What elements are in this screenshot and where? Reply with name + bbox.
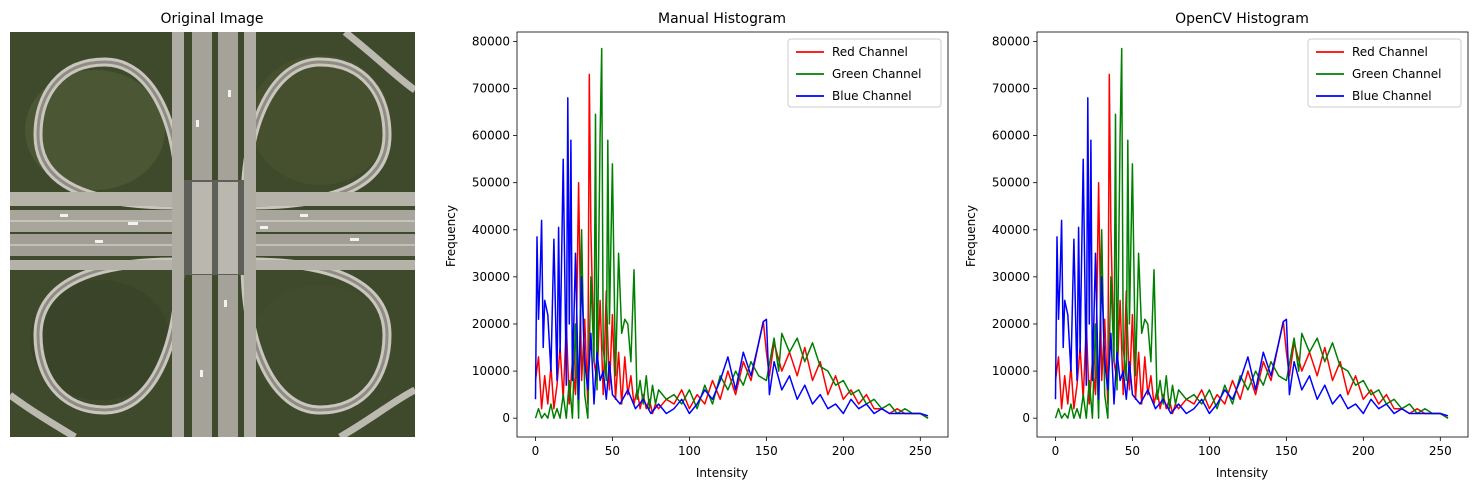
vegetation-patch — [25, 70, 165, 190]
opencv-x-tick-label: 50 — [1125, 444, 1140, 458]
manual-series-blue-channel — [534, 97, 929, 417]
manual-legend-box — [787, 38, 942, 108]
manual-legend-label: Blue Channel — [832, 89, 912, 103]
opencv-y-tick-label: 70000 — [992, 82, 1030, 96]
highway-frontage-east — [244, 32, 256, 437]
opencv-legend-box — [1307, 38, 1462, 108]
opencv-histogram-title: OpenCV Histogram — [1175, 11, 1309, 27]
opencv-x-tick-label: 250 — [1429, 444, 1452, 458]
opencv-legend-label: Green Channel — [1352, 67, 1441, 81]
highway-frontage-west — [172, 32, 184, 437]
manual-y-tick-label: 80000 — [472, 34, 510, 48]
opencv-histogram-ylabel: Frequency — [964, 205, 978, 267]
vegetation-patch — [250, 55, 390, 185]
manual-y-tick-label: 30000 — [472, 270, 510, 284]
manual-histogram-title: Manual Histogram — [658, 11, 786, 27]
manual-y-tick-label: 40000 — [472, 223, 510, 237]
manual-histogram-panel: Manual Histogram Intensity Frequency 0 50… — [444, 11, 949, 480]
opencv-legend-label: Blue Channel — [1352, 89, 1432, 103]
opencv-histogram-xlabel: Intensity — [1216, 466, 1268, 480]
opencv-series-red-channel — [1054, 73, 1449, 419]
manual-y-tick-label: 70000 — [472, 82, 510, 96]
opencv-x-tick-label: 200 — [1352, 444, 1375, 458]
manual-x-tick-label: 0 — [532, 444, 540, 458]
vehicles — [60, 90, 359, 377]
manual-histogram-xlabel: Intensity — [696, 466, 748, 480]
opencv-y-tick-label: 0 — [1022, 411, 1030, 425]
opencv-legend: Red Channel Green Channel Blue Channel — [1307, 38, 1462, 108]
manual-y-tick-label: 10000 — [472, 364, 510, 378]
manual-legend: Red Channel Green Channel Blue Channel — [787, 38, 942, 108]
opencv-y-tick-label: 30000 — [992, 270, 1030, 284]
original-image — [10, 32, 415, 437]
opencv-histogram-panel: OpenCV Histogram Intensity Frequency 0 50… — [964, 11, 1469, 480]
outer-ramps — [10, 32, 415, 437]
manual-y-tick-label: 60000 — [472, 129, 510, 143]
manual-x-tick-label: 50 — [605, 444, 620, 458]
manual-x-tick-label: 100 — [678, 444, 701, 458]
loop-ramp-centerlines — [36, 60, 389, 412]
image-panel-title: Original Image — [160, 11, 263, 27]
manual-y-tick-label: 50000 — [472, 176, 510, 190]
image-panel: Original Image — [10, 11, 415, 437]
opencv-legend-label: Red Channel — [1352, 45, 1428, 59]
opencv-y-tick-label: 40000 — [992, 223, 1030, 237]
opencv-y-tick-label: 10000 — [992, 364, 1030, 378]
manual-x-tick-label: 200 — [832, 444, 855, 458]
manual-y-tick-label: 0 — [502, 411, 510, 425]
manual-y-tick-label: 20000 — [472, 317, 510, 331]
opencv-x-tick-label: 100 — [1198, 444, 1221, 458]
opencv-y-tick-label: 50000 — [992, 176, 1030, 190]
manual-legend-label: Red Channel — [832, 45, 908, 59]
opencv-y-tick-label: 80000 — [992, 34, 1030, 48]
manual-legend-label: Green Channel — [832, 67, 921, 81]
bridge-deck-west — [192, 182, 212, 274]
opencv-series-green-channel — [1054, 47, 1449, 419]
manual-x-tick-label: 250 — [909, 444, 932, 458]
opencv-x-tick-label: 150 — [1275, 444, 1298, 458]
vegetation-patch — [250, 285, 390, 405]
bridge-deck-east — [218, 182, 238, 274]
manual-series-red-channel — [534, 73, 929, 419]
opencv-series-blue-channel — [1054, 97, 1449, 417]
vegetation-patch — [30, 280, 170, 400]
opencv-x-tick-label: 0 — [1052, 444, 1060, 458]
opencv-y-tick-label: 20000 — [992, 317, 1030, 331]
manual-histogram-ylabel: Frequency — [444, 205, 458, 267]
manual-axes-frame — [516, 31, 949, 438]
opencv-y-tick-label: 60000 — [992, 129, 1030, 143]
opencv-axes-frame — [1036, 31, 1469, 438]
manual-x-tick-label: 150 — [755, 444, 778, 458]
manual-series-green-channel — [534, 47, 929, 419]
